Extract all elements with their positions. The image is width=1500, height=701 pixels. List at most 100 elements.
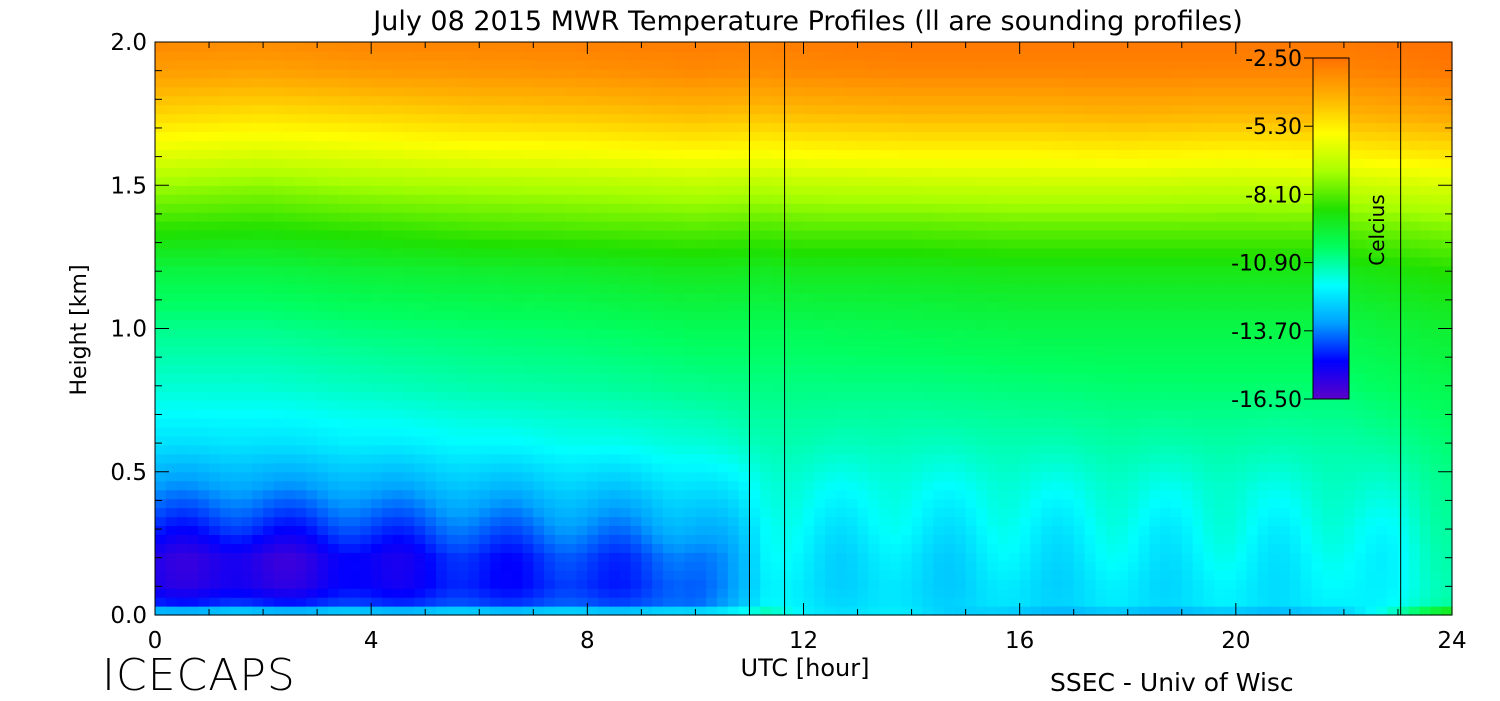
heatmap-cell (749, 373, 760, 383)
heatmap-cell (231, 185, 242, 195)
heatmap-cell (555, 427, 566, 437)
heatmap-cell (620, 472, 631, 482)
heatmap-cell (577, 373, 588, 383)
heatmap-cell (566, 418, 577, 428)
heatmap-cell (804, 239, 815, 249)
heatmap-cell (241, 293, 252, 303)
heatmap-cell (771, 543, 782, 553)
heatmap-cell (360, 132, 371, 142)
heatmap-cell (414, 570, 425, 580)
heatmap-cell (609, 293, 620, 303)
heatmap-cell (566, 302, 577, 312)
heatmap-cell (771, 302, 782, 312)
heatmap-cell (231, 346, 242, 356)
heatmap-cell (706, 445, 717, 455)
heatmap-cell (382, 284, 393, 294)
heatmap-cell (933, 454, 944, 464)
heatmap-cell (339, 185, 350, 195)
heatmap-cell (825, 293, 836, 303)
heatmap-cell (922, 597, 933, 607)
heatmap-cell (922, 490, 933, 500)
heatmap-cell (966, 606, 977, 616)
heatmap-cell (587, 51, 598, 61)
heatmap-cell (339, 248, 350, 258)
heatmap-cell (479, 561, 490, 571)
heatmap-cell (198, 588, 209, 598)
heatmap-cell (360, 472, 371, 482)
heatmap-cell (209, 499, 220, 509)
heatmap-cell (652, 454, 663, 464)
heatmap-cell (468, 149, 479, 159)
heatmap-cell (166, 257, 177, 267)
heatmap-cell (458, 140, 469, 150)
heatmap-cell (631, 346, 642, 356)
heatmap-cell (825, 400, 836, 410)
heatmap-cell (285, 87, 296, 97)
heatmap-cell (966, 454, 977, 464)
heatmap-cell (976, 606, 987, 616)
heatmap-cell (306, 140, 317, 150)
heatmap-cell (652, 373, 663, 383)
heatmap-cell (976, 293, 987, 303)
heatmap-cell (749, 364, 760, 374)
heatmap-cell (501, 481, 512, 491)
heatmap-cell (544, 436, 555, 446)
heatmap-cell (512, 311, 523, 321)
heatmap-cell (371, 60, 382, 70)
heatmap-cell (879, 257, 890, 267)
heatmap-cell (339, 221, 350, 231)
heatmap-cell (296, 436, 307, 446)
heatmap-cell (231, 42, 242, 52)
heatmap-cell (836, 78, 847, 88)
heatmap-cell (436, 355, 447, 365)
heatmap-cell (955, 391, 966, 401)
heatmap-cell (771, 176, 782, 186)
heatmap-cell (533, 221, 544, 231)
heatmap-cell (209, 320, 220, 330)
heatmap-cell (274, 275, 285, 285)
heatmap-cell (339, 69, 350, 79)
heatmap-cell (187, 194, 198, 204)
heatmap-cell (685, 517, 696, 527)
heatmap-cell (706, 239, 717, 249)
heatmap-cell (847, 96, 858, 106)
heatmap-cell (241, 409, 252, 419)
heatmap-cell (166, 606, 177, 616)
heatmap-cell (879, 481, 890, 491)
heatmap-cell (836, 149, 847, 159)
heatmap-cell (652, 302, 663, 312)
heatmap-cell (404, 132, 415, 142)
heatmap-cell (447, 588, 458, 598)
heatmap-cell (804, 382, 815, 392)
heatmap-cell (955, 275, 966, 285)
heatmap-cell (587, 355, 598, 365)
heatmap-cell (695, 293, 706, 303)
heatmap-cell (231, 418, 242, 428)
heatmap-cell (231, 409, 242, 419)
heatmap-cell (425, 355, 436, 365)
heatmap-cell (328, 463, 339, 473)
heatmap-cell (944, 534, 955, 544)
heatmap-cell (220, 140, 231, 150)
heatmap-cell (879, 185, 890, 195)
heatmap-cell (198, 78, 209, 88)
heatmap-cell (241, 588, 252, 598)
heatmap-cell (544, 525, 555, 535)
heatmap-cell (220, 105, 231, 115)
heatmap-cell (425, 382, 436, 392)
heatmap-cell (285, 517, 296, 527)
heatmap-cell (631, 597, 642, 607)
heatmap-cell (706, 311, 717, 321)
heatmap-cell (220, 364, 231, 374)
heatmap-cell (490, 302, 501, 312)
heatmap-cell (858, 96, 869, 106)
heatmap-cell (436, 239, 447, 249)
heatmap-cell (749, 96, 760, 106)
heatmap-cell (966, 176, 977, 186)
heatmap-cell (598, 266, 609, 276)
heatmap-cell (814, 87, 825, 97)
heatmap-cell (868, 517, 879, 527)
heatmap-cell (717, 382, 728, 392)
heatmap-cell (296, 400, 307, 410)
heatmap-cell (393, 176, 404, 186)
